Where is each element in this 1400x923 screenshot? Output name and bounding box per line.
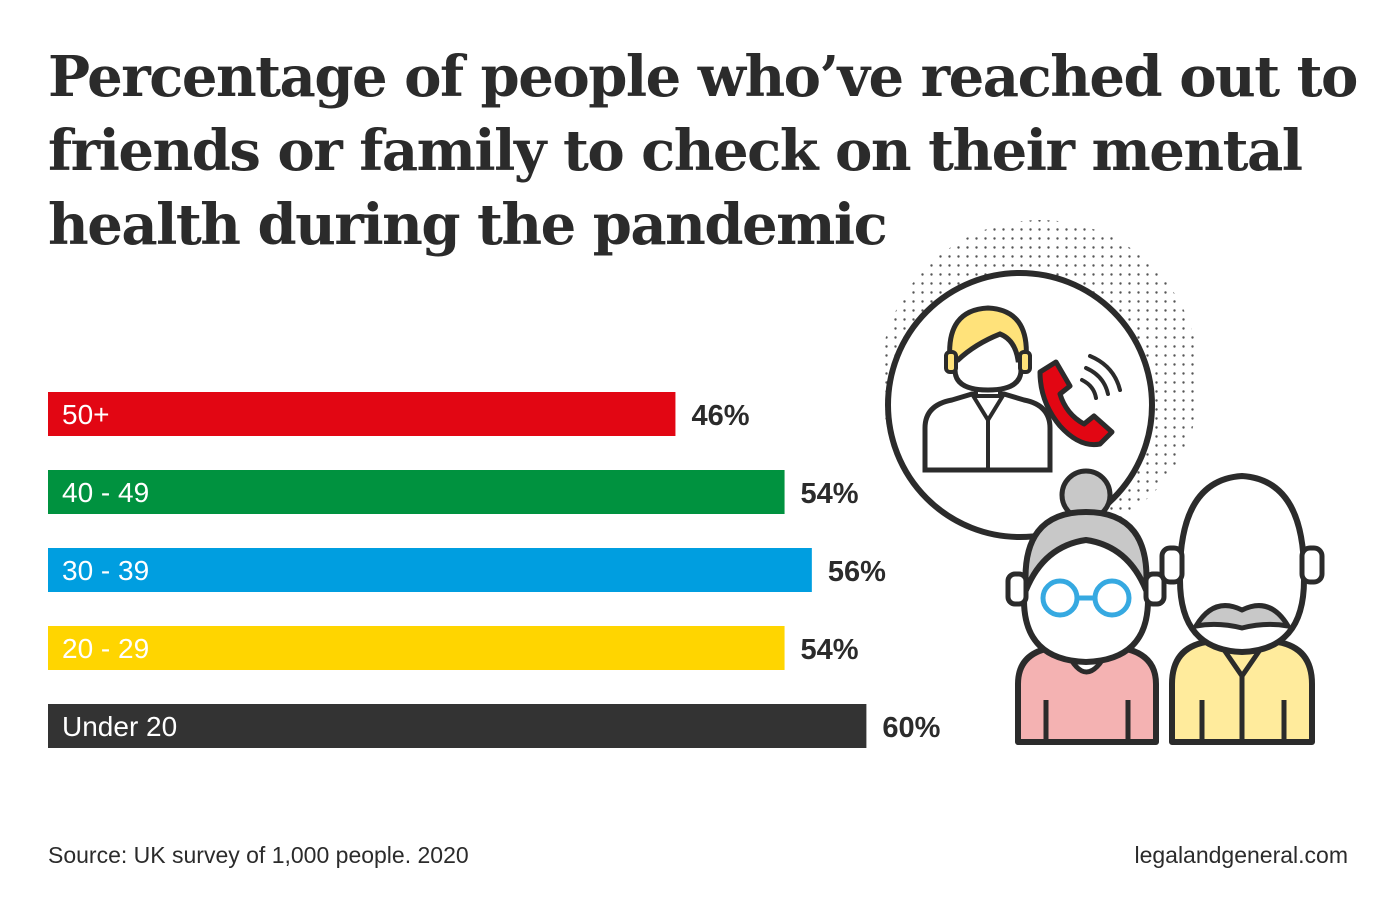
chart-title-line: Percentage of people who’ve reached out … (48, 44, 1358, 110)
bar-value-label: 54% (801, 478, 859, 510)
chart-title: Percentage of people who’ve reached out … (48, 40, 1358, 262)
bar (48, 626, 785, 670)
bar-value-label: 54% (801, 634, 859, 666)
phone-call-icon (1037, 354, 1122, 448)
bar-value-label: 56% (828, 556, 886, 588)
grandmother-icon (1005, 468, 1167, 745)
bar-category-label: Under 20 (62, 711, 177, 742)
bar-category-label: 30 - 39 (62, 555, 149, 586)
source-note: Source: UK survey of 1,000 people. 2020 (48, 842, 469, 868)
bar (48, 704, 867, 748)
bar (48, 548, 812, 592)
bar-category-label: 20 - 29 (62, 633, 149, 664)
bar-category-label: 50+ (62, 399, 110, 430)
chart-title-line: friends or family to check on their ment… (48, 118, 1303, 184)
bar (48, 392, 676, 436)
man-avatar-icon (922, 305, 1053, 473)
website-label: legalandgeneral.com (1134, 842, 1348, 868)
bar-category-label: 40 - 49 (62, 477, 149, 508)
bar-value-label: 60% (882, 712, 940, 744)
bar (48, 470, 785, 514)
glasses-icon (1040, 578, 1080, 618)
bar-value-label: 46% (691, 400, 749, 432)
chart-title-line: health during the pandemic (48, 192, 888, 258)
phone-call-illustration (880, 220, 1325, 745)
bar-chart: 50+ 46% 40 - 49 54% 30 - 39 56% 20 - 29 54% Unde… (48, 392, 941, 748)
grandfather-icon (1159, 472, 1325, 745)
